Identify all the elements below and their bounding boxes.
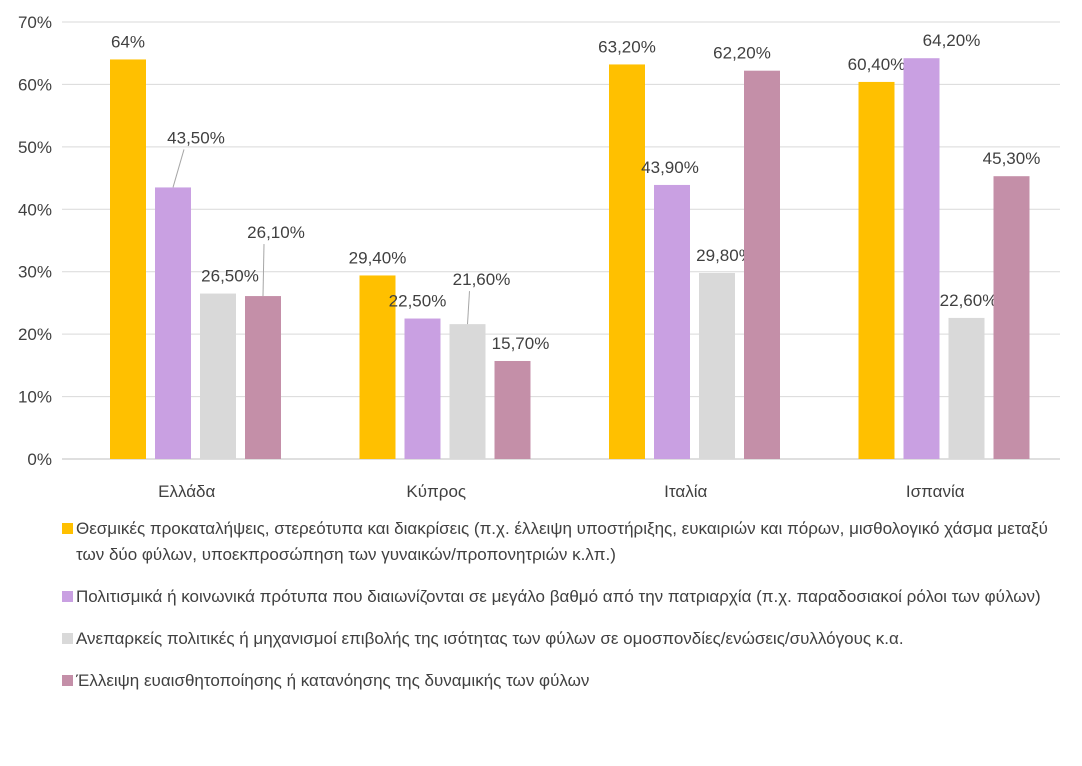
data-label: 43,50% (167, 128, 225, 147)
y-tick-label: 40% (18, 200, 52, 219)
bar (449, 324, 486, 459)
leader-line (467, 291, 470, 325)
bar (494, 360, 531, 459)
data-label: 22,60% (940, 291, 998, 310)
legend-swatch (62, 675, 73, 686)
data-label: 62,20% (713, 44, 771, 63)
legend: Θεσμικές προκαταλήψεις, στερεότυπα και δ… (62, 516, 1062, 710)
bar (903, 58, 940, 460)
legend-item: Ανεπαρκείς πολιτικές ή μηχανισμοί επιβολ… (62, 626, 1062, 652)
data-label: 64,20% (923, 31, 981, 50)
y-tick-label: 70% (18, 13, 52, 32)
bar (654, 184, 690, 459)
bar (200, 293, 236, 459)
data-label: 45,30% (983, 149, 1041, 168)
bar (744, 70, 780, 460)
legend-label: Έλλειψη ευαισθητοποίησης ή κατανόησης τη… (76, 671, 590, 690)
legend-swatch (62, 633, 73, 644)
legend-item: Πολιτισμικά ή κοινωνικά πρότυπα που διαι… (62, 584, 1062, 610)
y-tick-label: 50% (18, 138, 52, 157)
legend-swatch (62, 523, 73, 534)
bar (359, 275, 396, 459)
y-tick-label: 30% (18, 263, 52, 282)
x-tick-label: Κύπρος (406, 482, 466, 501)
x-tick-label: Ισπανία (906, 482, 965, 501)
bar (609, 64, 645, 460)
data-label: 43,90% (641, 158, 699, 177)
data-label: 29,40% (349, 248, 407, 267)
data-label: 60,40% (848, 55, 906, 74)
bar (404, 318, 441, 459)
data-label: 21,60% (453, 270, 511, 289)
y-tick-label: 20% (18, 325, 52, 344)
data-label: 15,70% (492, 334, 550, 353)
bar (948, 317, 985, 459)
y-tick-label: 0% (27, 450, 52, 469)
bar (993, 176, 1030, 459)
leader-line (262, 244, 265, 297)
legend-label: Θεσμικές προκαταλήψεις, στερεότυπα και δ… (76, 519, 1048, 564)
leader-line (172, 149, 185, 188)
data-label: 29,80% (696, 246, 754, 265)
bar-chart: 0% 10% 20% 30% 40% 50% 60% 70% 64% 43,50% 26,50% 26… (18, 13, 1060, 501)
data-label: 26,50% (201, 267, 259, 286)
data-label: 64% (111, 32, 145, 51)
y-tick-label: 60% (18, 75, 52, 94)
bar (155, 187, 191, 459)
legend-item: Έλλειψη ευαισθητοποίησης ή κατανόησης τη… (62, 668, 1062, 694)
legend-label: Ανεπαρκείς πολιτικές ή μηχανισμοί επιβολ… (76, 629, 904, 648)
bar (699, 272, 735, 459)
data-label: 26,10% (247, 223, 305, 242)
y-tick-label: 10% (18, 388, 52, 407)
bar (110, 59, 146, 459)
bar (858, 81, 895, 459)
data-label: 22,50% (389, 292, 447, 311)
bar (245, 296, 281, 459)
x-tick-label: Ελλάδα (158, 482, 215, 501)
data-label: 63,20% (598, 37, 656, 56)
x-tick-label: Ιταλία (664, 482, 707, 501)
legend-swatch (62, 591, 73, 602)
legend-label: Πολιτισμικά ή κοινωνικά πρότυπα που διαι… (76, 587, 1041, 606)
legend-item: Θεσμικές προκαταλήψεις, στερεότυπα και δ… (62, 516, 1062, 568)
